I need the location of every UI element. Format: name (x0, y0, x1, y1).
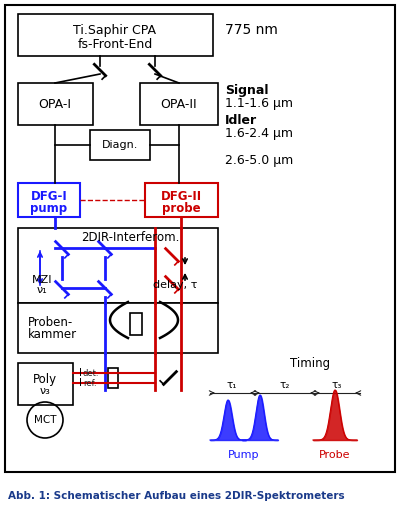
Bar (90, 130, 150, 160)
Bar (18, 14, 213, 56)
Bar (145, 183, 217, 217)
Text: DFG-II: DFG-II (160, 189, 201, 203)
Text: 1.1-1.6 μm: 1.1-1.6 μm (225, 97, 292, 109)
Text: I: I (79, 368, 82, 378)
Text: τ₂: τ₂ (279, 380, 290, 390)
Text: delay, τ: delay, τ (152, 280, 197, 290)
Text: DFG-I: DFG-I (30, 189, 67, 203)
Text: 775 nm: 775 nm (225, 23, 277, 37)
Bar (140, 83, 217, 125)
Text: OPA-I: OPA-I (38, 98, 71, 110)
Text: τ₁: τ₁ (226, 380, 237, 390)
Text: MCT: MCT (34, 415, 56, 425)
Bar (18, 83, 93, 125)
Text: Timing: Timing (289, 356, 329, 370)
Text: Pump: Pump (228, 450, 259, 460)
Text: pump: pump (30, 202, 67, 214)
Text: Signal: Signal (225, 83, 268, 97)
Text: ref.: ref. (83, 379, 96, 387)
Bar (18, 183, 80, 217)
Text: det.: det. (83, 369, 99, 378)
Text: probe: probe (161, 202, 200, 214)
Text: Poly: Poly (33, 373, 57, 385)
Text: MZI: MZI (32, 275, 52, 285)
Text: 2.6-5.0 μm: 2.6-5.0 μm (225, 154, 292, 166)
Text: ν₃: ν₃ (39, 386, 50, 396)
Text: Ti.Saphir CPA: Ti.Saphir CPA (73, 23, 156, 37)
Text: 2DIR-Interferom.: 2DIR-Interferom. (81, 231, 179, 243)
Text: Abb. 1: Schematischer Aufbau eines 2DIR-Spektrometers: Abb. 1: Schematischer Aufbau eines 2DIR-… (8, 491, 344, 501)
Text: I: I (79, 378, 82, 388)
Bar (18, 228, 217, 303)
Bar (18, 303, 217, 353)
Text: Idler: Idler (225, 114, 257, 127)
Text: ν₁: ν₁ (36, 285, 47, 295)
Text: τ₃: τ₃ (331, 380, 341, 390)
Text: Diagn.: Diagn. (101, 140, 138, 150)
Text: Probe: Probe (318, 450, 350, 460)
Text: fs-Front-End: fs-Front-End (77, 38, 152, 50)
Bar (18, 363, 73, 405)
Bar (130, 313, 142, 335)
Text: Proben-: Proben- (28, 316, 73, 328)
Text: kammer: kammer (28, 327, 77, 341)
Text: OPA-II: OPA-II (160, 98, 197, 110)
Bar (108, 368, 118, 388)
Text: 1.6-2.4 μm: 1.6-2.4 μm (225, 127, 292, 139)
